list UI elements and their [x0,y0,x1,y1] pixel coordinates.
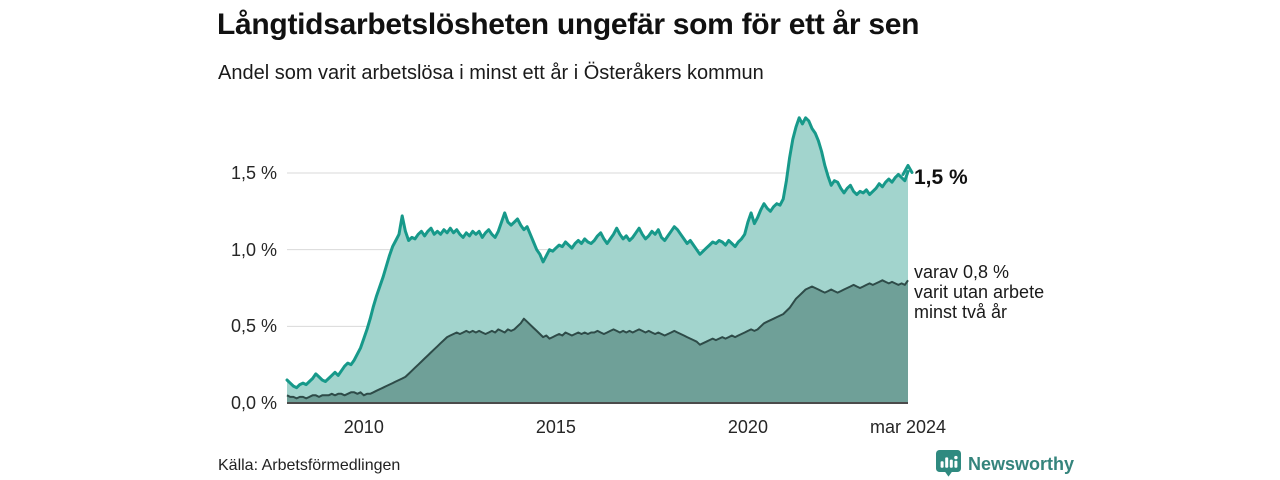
y-tick-label: 1,0 % [230,239,277,260]
x-tick-label: 2020 [727,417,768,437]
y-tick-label: 0,5 % [230,316,277,337]
newsworthy-wordmark: Newsworthy [968,453,1075,474]
newsworthy-logo[interactable]: Newsworthy [936,450,1074,478]
page-title: Långtidsarbetslösheten ungefär som för e… [217,8,920,41]
series2-annotation-line: minst två år [914,302,1008,322]
series2-annotation-line: varav 0,8 % [914,262,1010,282]
x-tick-label: mar 2024 [869,417,947,437]
source-text: Källa: Arbetsförmedlingen [218,457,401,474]
y-tick-label: 1,5 % [230,163,277,183]
x-tick-label: 2010 [343,417,384,437]
chart-subtitle: Andel som varit arbetslösa i minst ett å… [218,62,764,84]
newsworthy-icon [936,450,961,478]
series2-annotation-line: varit utan arbete [914,282,1045,302]
y-tick-label: 0,0 % [230,393,277,413]
latest-value-label: 1,5 % [914,166,968,189]
series2-annotation: varav 0,8 % varit utan arbete minst två … [914,262,1044,322]
x-tick-label: 2015 [535,417,576,437]
